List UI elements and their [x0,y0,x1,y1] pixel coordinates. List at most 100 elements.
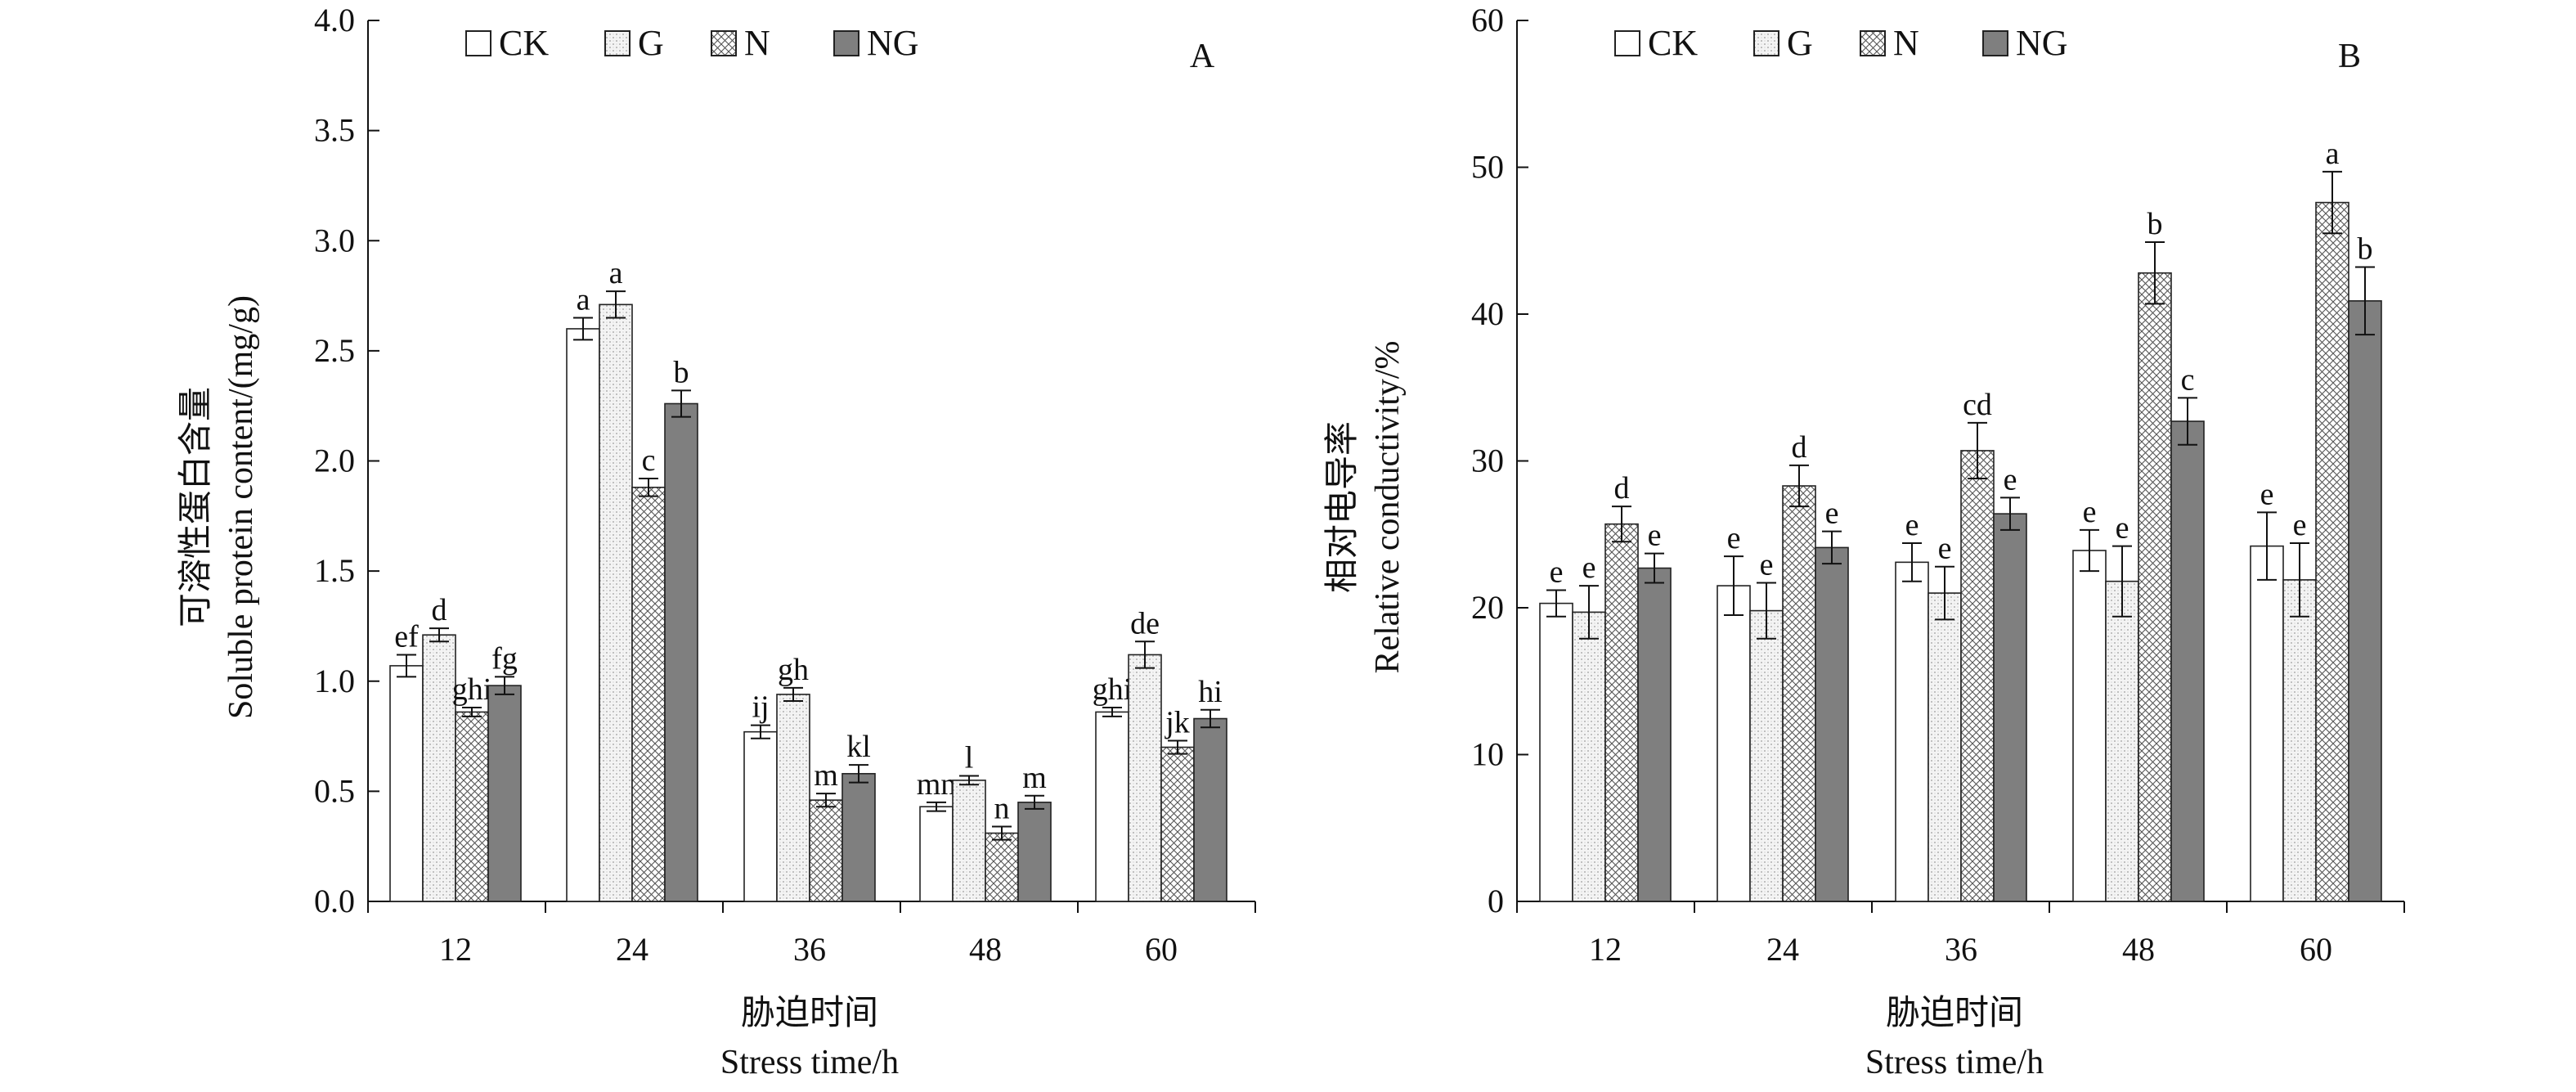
bar-g [952,780,986,902]
bar-ck [2250,545,2284,902]
y-tick-label: 0.0 [314,883,355,919]
significance-letter: ef [394,619,419,654]
x-tick-label: 60 [1145,931,1178,968]
bar-ng [487,685,522,902]
significance-letter: e [1905,508,1919,542]
legend-label-ck: CK [1648,23,1698,63]
bar-ng [2348,300,2382,902]
panel-a-ylabel-cn: 可溶性蛋白含量 [177,387,215,627]
bar-n [809,799,843,902]
x-tick-label: 48 [2122,931,2155,968]
bar-ck [566,328,600,902]
y-tick-label: 3.5 [314,112,355,149]
significance-letter: e [1938,532,1952,566]
bar-ck [743,730,778,902]
significance-letter: d [1792,430,1807,465]
y-tick-label: 1.5 [314,552,355,589]
significance-letter: n [994,791,1010,825]
significance-letter: e [2004,462,2017,497]
legend-label-n: N [1893,23,1919,63]
bar-ng [2170,420,2205,902]
x-tick-label: 24 [1766,931,1799,968]
panel-letter-b: B [2338,38,2361,75]
bar-ng [1637,567,1672,902]
significance-letter: e [1825,497,1839,531]
significance-letter: e [2293,508,2307,542]
significance-letter: gh [778,653,809,687]
bar-ng [841,773,876,902]
x-tick-label: 60 [2300,931,2332,968]
bar-n [1160,746,1195,902]
legend-label-ng: NG [867,23,919,63]
legend-label-g: G [1787,23,1813,63]
bar-ck [1895,561,1929,902]
significance-letter: hi [1198,675,1223,709]
bar-ck [919,806,954,902]
legend-swatch-ng [833,30,859,56]
bar-g [1128,654,1162,902]
bar-n [2138,272,2172,902]
significance-letter: cd [1963,388,1992,422]
x-tick-label: 48 [969,931,1002,968]
y-tick-label: 4.0 [314,2,355,38]
x-tick-label: 24 [616,931,648,968]
significance-letter: fg [491,641,518,676]
panel-a-ylabel: Soluble protein content/(mg/g) [222,295,260,719]
panel-b-axes: 0 10 20 30 40 50 60 12 24 36 48 60 [1471,2,2405,968]
panel-a-xlabel-cn: 胁迫时间 [741,995,878,1032]
panel-a-xlabel: Stress time/h [720,1044,899,1081]
significance-letter: e [1550,555,1564,589]
bar-n [455,711,489,902]
y-tick-label: 3.0 [314,222,355,258]
significance-letter: e [1727,521,1741,555]
y-tick-label: 10 [1471,736,1504,773]
bar-ng [1993,513,2027,902]
significance-letter: b [2147,207,2163,241]
y-tick-label: 0.5 [314,772,355,809]
y-tick-label: 0 [1488,883,1504,919]
legend-swatch-g [1753,30,1779,56]
y-tick-label: 40 [1471,295,1504,332]
bar-g [2105,580,2139,902]
significance-letter: b [2358,232,2373,267]
panel-a-soluble-protein: A CK G N NG 0.0 0.5 1.0 1.5 2.0 2.5 3.0 3.5 4.0 12 24… [177,2,1256,1081]
significance-letter: e [1648,519,1662,553]
bar-ng [1193,717,1227,902]
legend-label-n: N [744,23,770,63]
bar-n [2315,201,2349,902]
bar-g [1749,609,1784,902]
panel-b-xlabel: Stress time/h [1865,1044,2044,1081]
significance-letter: b [674,355,689,389]
y-tick-label: 1.0 [314,663,355,699]
panel-b-xlabel-cn: 胁迫时间 [1886,995,2023,1032]
legend-swatch-ck [1614,30,1640,56]
bar-ng [1815,546,1849,902]
legend-swatch-g [604,30,631,56]
panel-b-ylabel-cn: 相对电导率 [1323,421,1362,593]
significance-letter: e [1582,550,1596,585]
significance-letter: l [965,741,974,775]
legend-swatch-ng [1982,30,2008,56]
bar-n [1604,523,1639,902]
bar-ck [2072,550,2107,902]
legend-swatch-n [1860,30,1886,56]
bar-ck [389,665,424,902]
significance-letter: e [2260,477,2274,511]
x-tick-label: 36 [793,931,826,968]
panel-b-legend: CK G N NG [1614,23,2068,63]
bar-n [631,487,666,902]
legend-swatch-n [711,30,737,56]
significance-letter: e [1760,547,1774,582]
y-tick-label: 2.5 [314,332,355,369]
y-tick-label: 50 [1471,149,1504,186]
significance-letter: ij [752,690,769,725]
bar-g [1928,592,1962,902]
significance-letter: ghi [452,672,492,707]
significance-letter: a [609,256,623,290]
bar-ng [664,402,698,902]
panel-letter-a: A [1190,38,1215,75]
bar-n [1782,485,1816,902]
